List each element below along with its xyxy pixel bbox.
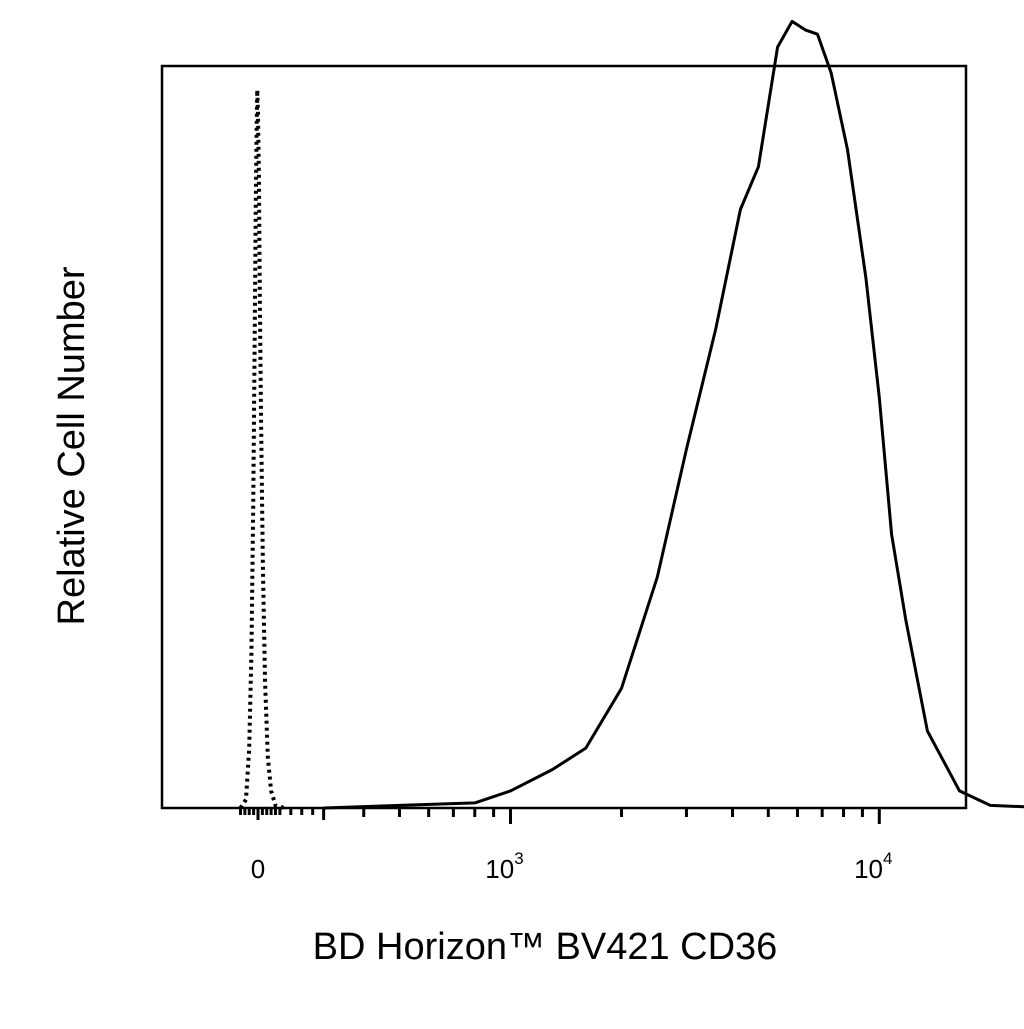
x-tick-label: 103 <box>485 849 523 884</box>
x-tick-label: 104 <box>854 849 892 884</box>
x-tick-label-exponent: 4 <box>883 849 892 868</box>
stained-histogram-line <box>324 21 1024 808</box>
x-axis-title: BD Horizon™ BV421 CD36 <box>313 926 778 968</box>
x-tick-label-exponent: 3 <box>514 849 523 868</box>
plot-frame <box>162 66 966 808</box>
x-axis-tick-labels: 0103104105 <box>251 849 1024 884</box>
control-histogram-line <box>241 90 285 808</box>
y-axis-title: Relative Cell Number <box>51 266 93 625</box>
x-axis-ticks <box>240 808 879 824</box>
x-tick-label: 0 <box>251 854 265 884</box>
histogram-series <box>241 21 1024 808</box>
